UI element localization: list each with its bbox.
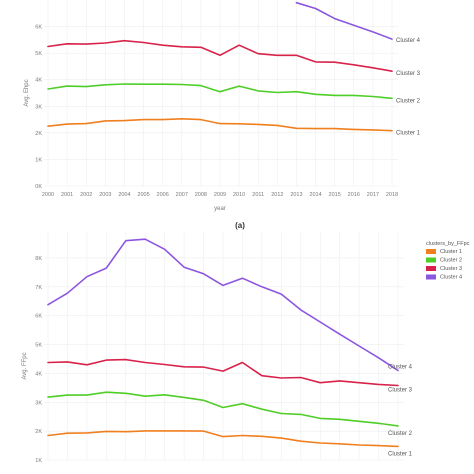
- x-tick-label: 2006: [157, 192, 169, 198]
- legend-entry: Cluster 2: [440, 258, 462, 264]
- x-tick-label: 2000: [42, 192, 54, 198]
- y-tick-label: 6K: [35, 314, 42, 320]
- legend-swatch: [426, 266, 436, 271]
- y-tick-label: 3K: [35, 104, 42, 110]
- legend-swatch: [426, 274, 436, 280]
- x-tick-label: 2013: [290, 192, 302, 198]
- x-tick-label: 2016: [348, 192, 360, 198]
- legend-entry: Cluster 4: [440, 275, 462, 281]
- y-tick-label: 5K: [35, 343, 42, 349]
- series-end-label: Cluster 1: [388, 451, 413, 457]
- y-tick-label: 4K: [35, 371, 42, 377]
- legend-entry: Cluster 1: [440, 249, 462, 255]
- series-line-cluster-3: [47, 358, 399, 387]
- x-tick-label: 2017: [367, 192, 379, 198]
- series-end-label: Cluster 3: [396, 71, 421, 77]
- y-tick-label: 6K: [35, 25, 42, 31]
- x-tick-label: 2005: [137, 192, 149, 198]
- x-axis-title: year: [214, 206, 226, 212]
- x-tick-label: 2012: [271, 192, 283, 198]
- legend-swatch: [426, 249, 436, 254]
- y-tick-label: 4K: [35, 78, 42, 84]
- y-axis-title: Avg. FFpc: [22, 352, 28, 379]
- x-tick-label: 2008: [195, 192, 207, 198]
- series-line-cluster-4: [295, 1, 393, 40]
- y-tick-label: 0K: [35, 184, 42, 190]
- y-axis-title: Avg. Ehpc: [24, 79, 30, 106]
- series-line-cluster-2: [47, 391, 399, 427]
- series-line-cluster-2: [47, 83, 393, 100]
- x-tick-label: 2002: [80, 192, 92, 198]
- legend-swatch: [426, 257, 436, 263]
- x-tick-label: 2003: [99, 192, 111, 198]
- y-tick-label: 8K: [35, 256, 42, 262]
- series-line-cluster-1: [47, 430, 399, 448]
- y-tick-label: 2K: [35, 429, 42, 435]
- series-end-label: Cluster 2: [388, 431, 413, 437]
- series-end-label: Cluster 4: [388, 365, 413, 371]
- panel-label: (a): [235, 221, 245, 230]
- series-end-label: Cluster 2: [396, 98, 421, 104]
- series-line-cluster-1: [47, 118, 393, 132]
- series-line-cluster-3: [47, 39, 393, 72]
- series-end-label: Cluster 4: [396, 38, 421, 44]
- y-tick-label: 1K: [35, 157, 42, 163]
- x-tick-label: 2009: [214, 192, 226, 198]
- series-line-cluster-4: [47, 238, 399, 372]
- y-tick-label: 1K: [35, 458, 42, 464]
- y-tick-label: 7K: [35, 285, 42, 291]
- x-tick-label: 2007: [176, 192, 188, 198]
- x-tick-label: 2004: [118, 192, 130, 198]
- x-tick-label: 2015: [329, 192, 341, 198]
- y-tick-label: 3K: [35, 400, 42, 406]
- x-tick-label: 2014: [309, 192, 321, 198]
- series-end-label: Cluster 3: [388, 388, 413, 394]
- y-tick-label: 2K: [35, 131, 42, 137]
- legend-title: clusters_by_FFpc: [426, 241, 470, 247]
- x-tick-label: 2010: [233, 192, 245, 198]
- x-tick-label: 2011: [252, 192, 264, 198]
- x-tick-label: 2001: [61, 192, 73, 198]
- x-tick-label: 2018: [386, 192, 398, 198]
- legend-entry: Cluster 3: [440, 266, 462, 272]
- y-tick-label: 5K: [35, 51, 42, 57]
- series-end-label: Cluster 1: [396, 131, 421, 137]
